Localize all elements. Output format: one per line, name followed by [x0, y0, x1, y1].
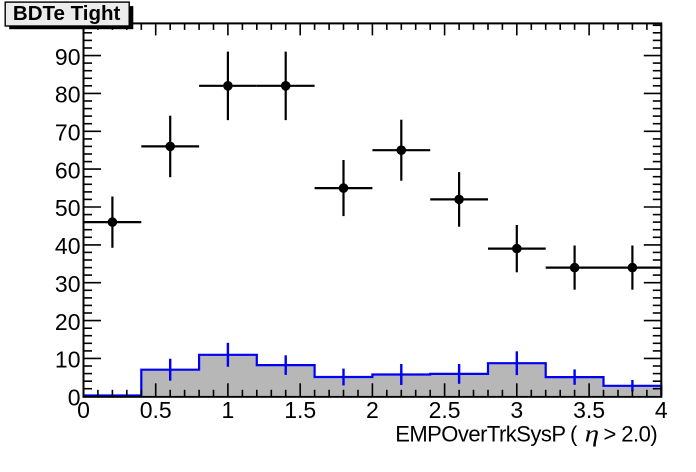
svg-text:90: 90 — [55, 44, 81, 70]
svg-text:0: 0 — [77, 397, 90, 423]
svg-text:3.5: 3.5 — [573, 397, 605, 423]
svg-text:60: 60 — [55, 157, 81, 183]
svg-text:EMPOverTrkSysP: EMPOverTrkSysP — [395, 422, 565, 447]
svg-text:1: 1 — [222, 397, 235, 423]
svg-text:30: 30 — [55, 271, 81, 297]
svg-text:20: 20 — [55, 309, 81, 335]
svg-text:80: 80 — [55, 82, 81, 108]
svg-text:(: ( — [570, 422, 578, 447]
svg-text:0: 0 — [68, 385, 81, 411]
svg-text:4: 4 — [655, 397, 668, 423]
svg-text:10: 10 — [55, 347, 81, 373]
svg-text:>: > — [604, 422, 617, 447]
svg-text:BDTe Tight: BDTe Tight — [13, 2, 121, 25]
svg-text:2: 2 — [366, 397, 379, 423]
svg-text:η: η — [585, 421, 600, 448]
svg-text:0.5: 0.5 — [140, 397, 172, 423]
svg-text:2.0): 2.0) — [621, 422, 657, 447]
svg-text:70: 70 — [55, 120, 81, 146]
svg-text:3: 3 — [510, 397, 523, 423]
svg-text:2.5: 2.5 — [429, 397, 461, 423]
svg-text:40: 40 — [55, 233, 81, 259]
svg-text:50: 50 — [55, 195, 81, 221]
svg-text:1.5: 1.5 — [284, 397, 316, 423]
